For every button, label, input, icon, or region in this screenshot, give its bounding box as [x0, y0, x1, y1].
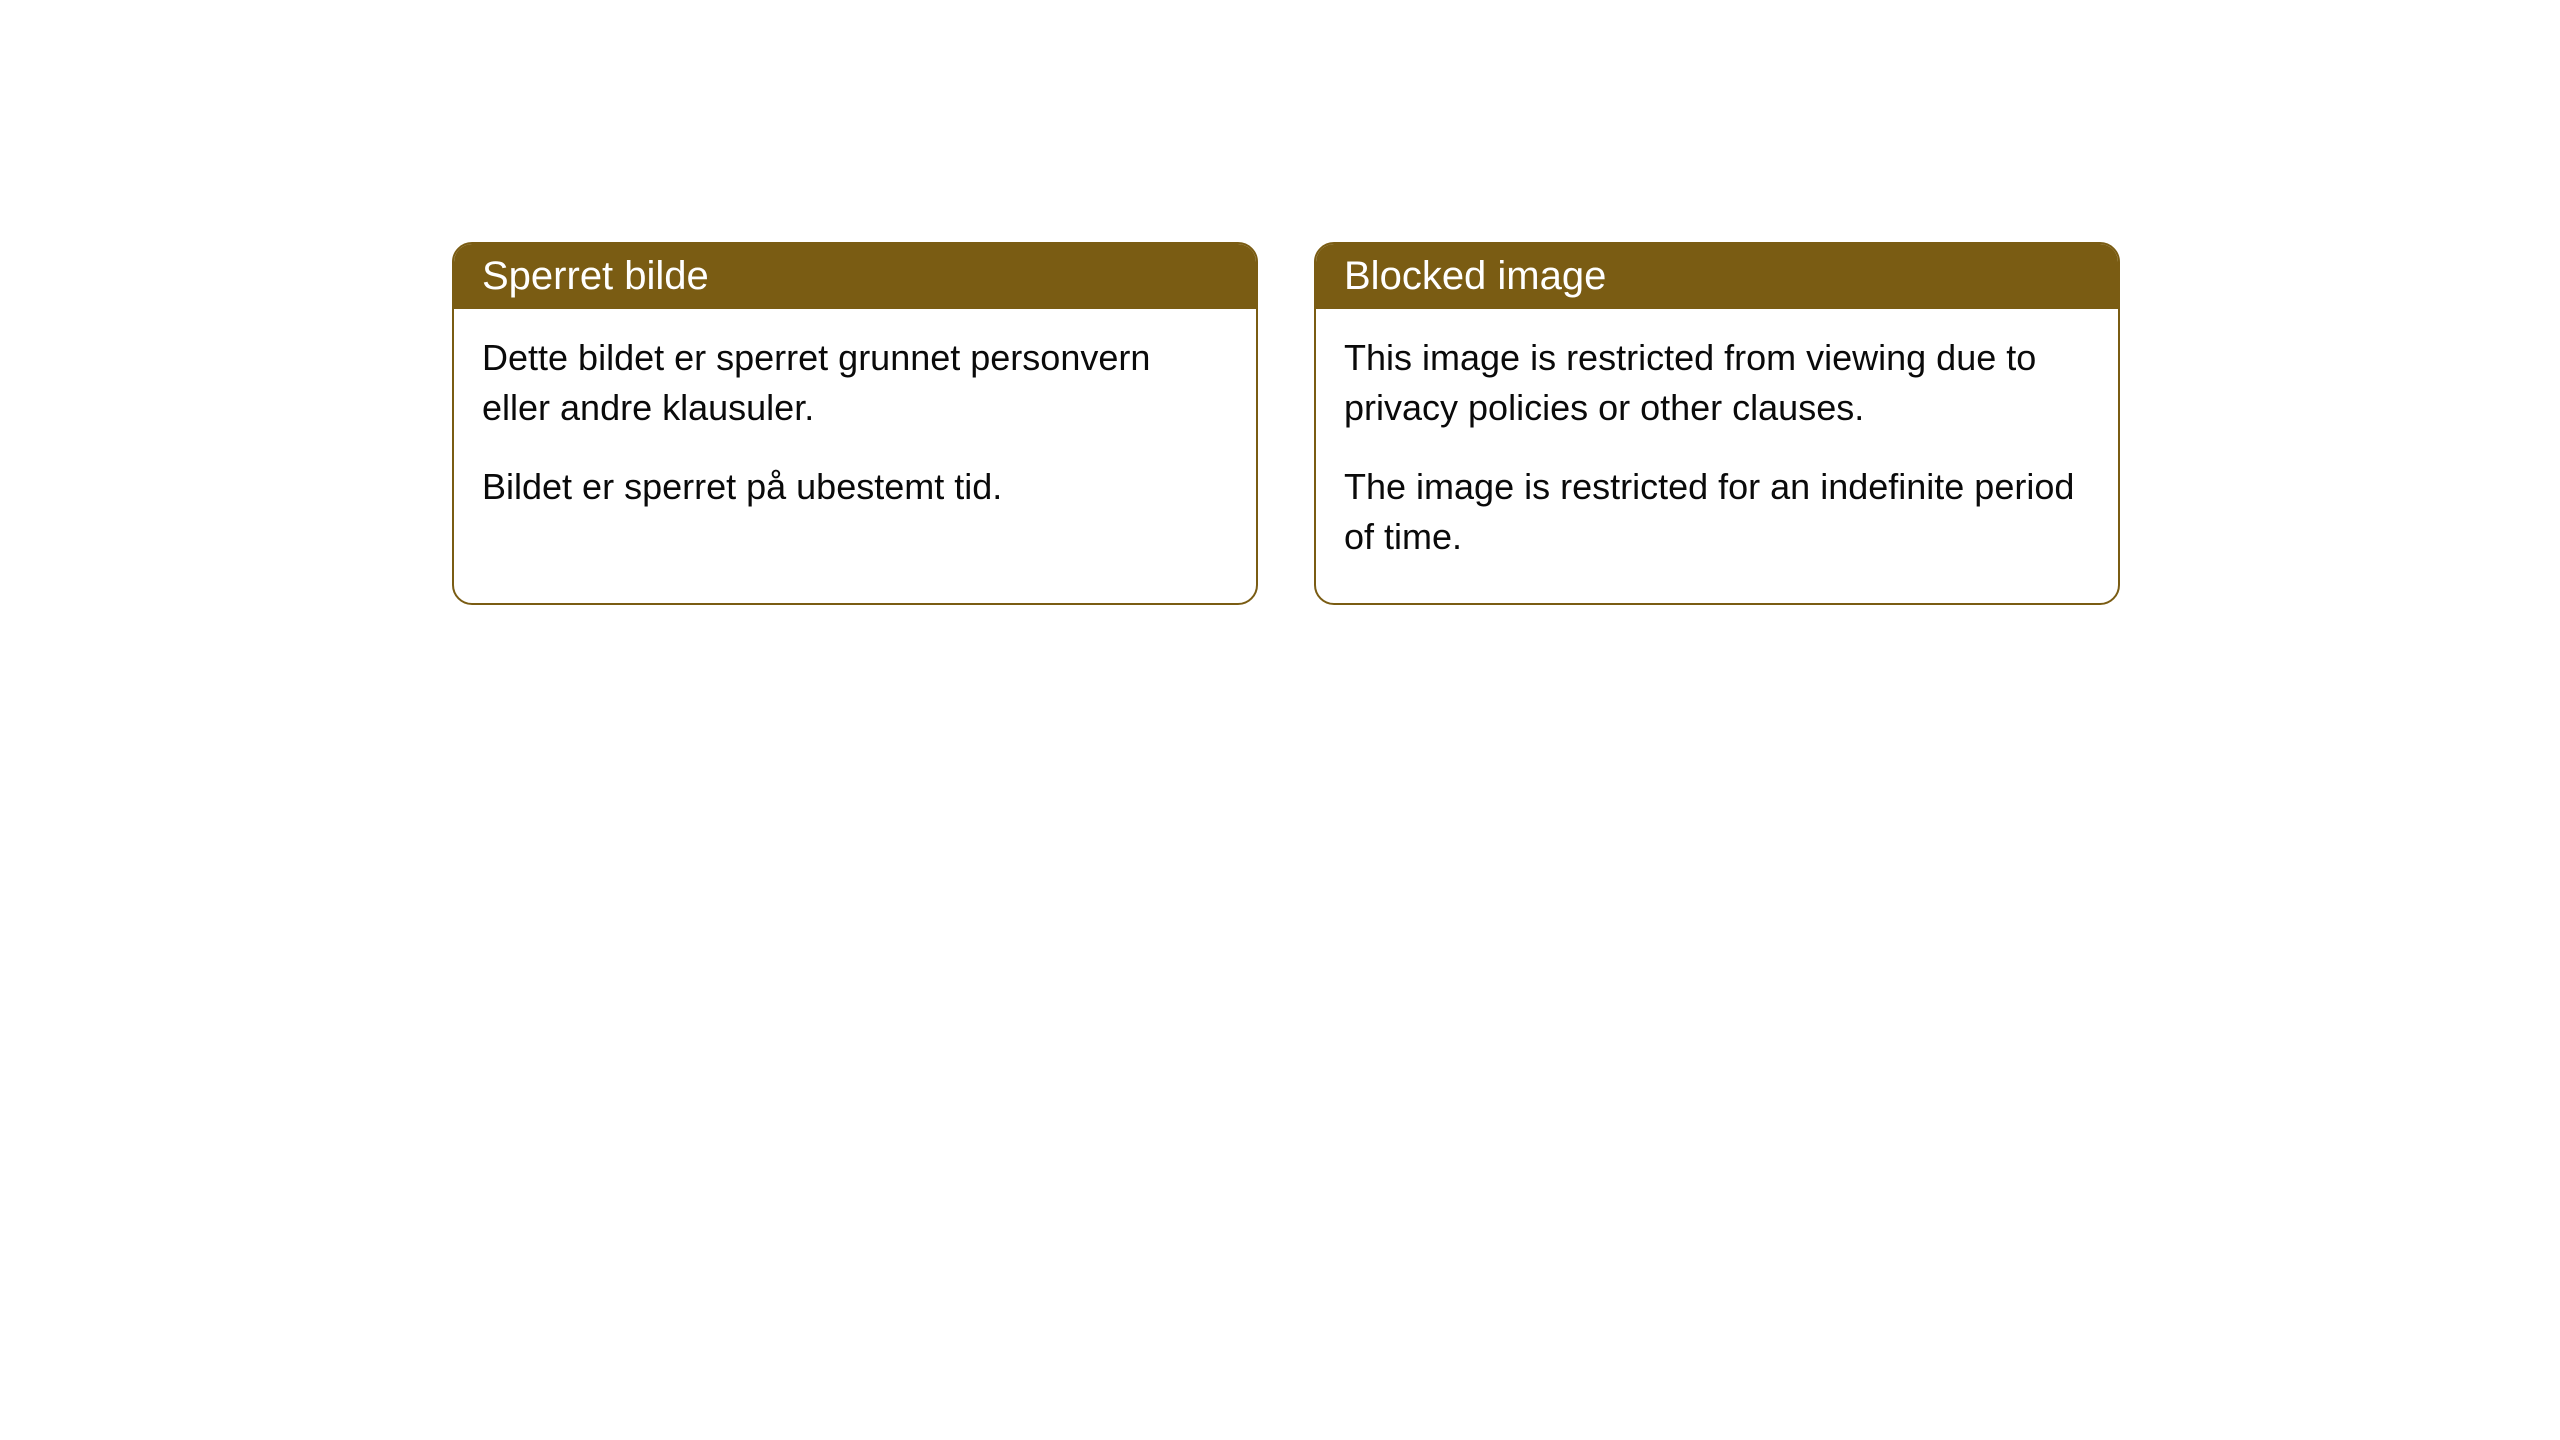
card-title: Sperret bilde [482, 254, 709, 298]
notice-cards-container: Sperret bilde Dette bildet er sperret gr… [452, 242, 2120, 605]
card-paragraph: The image is restricted for an indefinit… [1344, 462, 2090, 563]
card-title: Blocked image [1344, 254, 1606, 298]
card-body: Dette bildet er sperret grunnet personve… [454, 309, 1256, 552]
notice-card-english: Blocked image This image is restricted f… [1314, 242, 2120, 605]
card-paragraph: Dette bildet er sperret grunnet personve… [482, 333, 1228, 434]
card-body: This image is restricted from viewing du… [1316, 309, 2118, 603]
card-header: Sperret bilde [454, 244, 1256, 309]
card-paragraph: This image is restricted from viewing du… [1344, 333, 2090, 434]
notice-card-norwegian: Sperret bilde Dette bildet er sperret gr… [452, 242, 1258, 605]
card-header: Blocked image [1316, 244, 2118, 309]
card-paragraph: Bildet er sperret på ubestemt tid. [482, 462, 1228, 512]
